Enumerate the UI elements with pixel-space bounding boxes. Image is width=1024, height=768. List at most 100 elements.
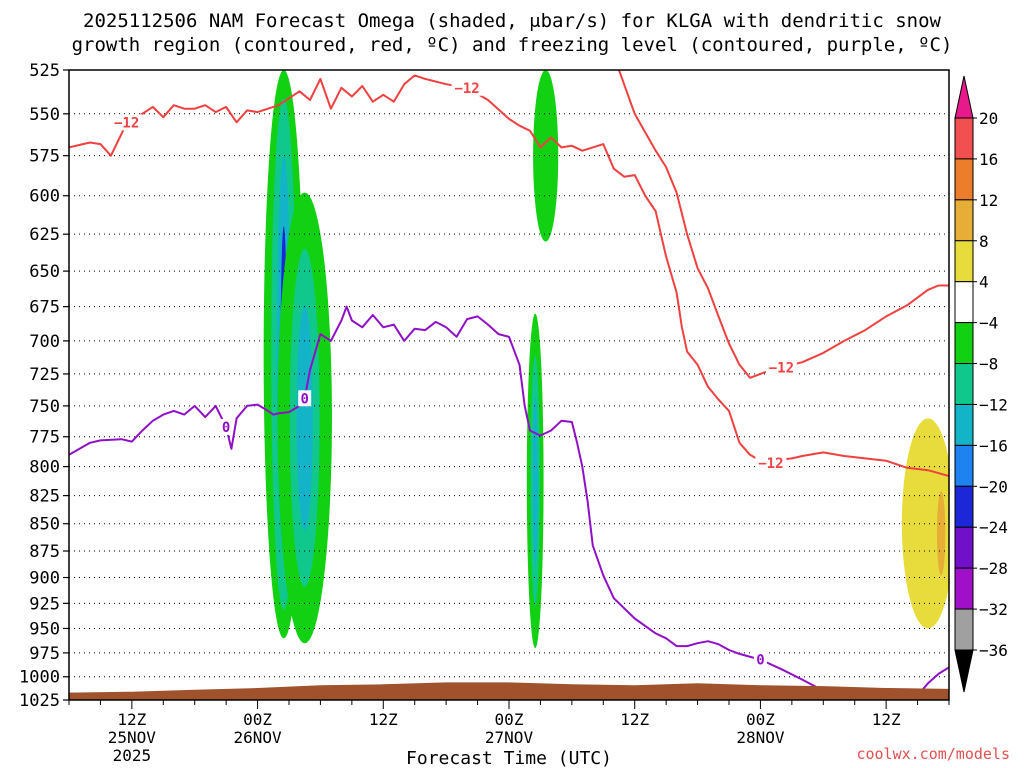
colorbar-label-3: 8	[979, 232, 989, 251]
contour-2	[618, 70, 949, 379]
y-tick-label-875: 875	[29, 542, 60, 562]
shading-5	[901, 418, 949, 629]
x-tick-label-66-1: 28NOV	[736, 728, 785, 747]
omega-region-inner	[296, 305, 313, 531]
colorbar: 20 16 12 8 4 −4 −8 −12 −16 −20 −24 −28 −32 −36	[954, 75, 1008, 693]
y-tick-label-625: 625	[29, 225, 60, 245]
chart-title-line-2: growth region (contoured, red, ºC) and f…	[71, 34, 953, 56]
contour-label-bg-3-0	[219, 418, 233, 435]
contour-1	[69, 74, 949, 477]
contour-label-3-2: 0	[756, 653, 764, 669]
omega-region-positive-core	[936, 491, 946, 576]
colorbar-label-2: 12	[979, 191, 998, 210]
y-tick-label-825: 825	[29, 487, 60, 507]
shading-3	[526, 313, 544, 649]
colorbar-label-12: −32	[979, 600, 1008, 619]
colorbar-swatch-8	[954, 444, 974, 487]
omega-region-inner	[532, 397, 538, 565]
colorbar-label-7: −12	[979, 395, 1008, 414]
y-tick-label-700: 700	[29, 332, 60, 352]
colorbar-label-13: −36	[979, 641, 1008, 660]
x-tick-label-6-0: 12Z	[117, 710, 146, 729]
x-tick-label-42-1: 27NOV	[485, 728, 534, 747]
shading-4	[533, 70, 559, 242]
omega-region-positive	[901, 418, 949, 629]
shading-2	[277, 192, 332, 644]
x-tick-label-18-0: 00Z	[243, 710, 272, 729]
contour-label-bg-2-0	[765, 359, 797, 376]
y-tick-label-925: 925	[29, 594, 60, 614]
gridlines	[69, 113, 949, 678]
colorbar-swatch-11	[954, 567, 974, 610]
x-tick-label-42-0: 00Z	[495, 710, 524, 729]
chart-title-line-1: 2025112506 NAM Forecast Omega (shaded, μ…	[83, 10, 941, 32]
contour-label-3-0: 0	[222, 420, 230, 436]
contour-label-bg-1-0	[111, 114, 143, 131]
colorbar-label-0: 20	[979, 109, 998, 128]
x-tick-label-54-0: 12Z	[620, 710, 649, 729]
colorbar-label-9: −20	[979, 477, 1008, 496]
colorbar-label-5: −4	[979, 314, 998, 333]
colorbar-swatch-0	[954, 117, 974, 160]
x-tick-label-30-0: 12Z	[369, 710, 398, 729]
y-tick-label-850: 850	[29, 515, 60, 535]
colorbar-swatch-3	[954, 240, 974, 283]
y-tick-label-725: 725	[29, 365, 60, 385]
credit-text: coolwx.com/models	[856, 745, 1010, 763]
terrain-surface	[69, 682, 949, 700]
contour-label-bg-3-2	[753, 651, 767, 668]
y-tick-label-525: 525	[29, 61, 60, 81]
x-tick-label-6-2: 2025	[113, 746, 152, 765]
colorbar-swatch-4	[954, 281, 974, 324]
x-tick-label-18-1: 26NOV	[233, 728, 282, 747]
colorbar-swatch-2	[954, 199, 974, 242]
contour-layer: −12 −12 −12 −12 0 0 0	[69, 70, 949, 700]
x-tick-label-6-1: 25NOV	[108, 728, 157, 747]
contour-label-bg-1-1	[451, 79, 483, 96]
colorbar-top-arrow	[954, 75, 974, 119]
x-tick-label-78-0: 12Z	[872, 710, 901, 729]
colorbar-bottom-arrow	[954, 649, 974, 693]
colorbar-swatch-10	[954, 526, 974, 569]
y-tick-label-900: 900	[29, 569, 60, 589]
y-tick-label-1025: 1025	[19, 691, 60, 711]
colorbar-label-1: 16	[979, 150, 998, 169]
contour-label-1-1: −12	[454, 81, 479, 97]
colorbar-label-8: −16	[979, 436, 1008, 455]
y-tick-label-675: 675	[29, 298, 60, 318]
x-tick-label-66-0: 00Z	[746, 710, 775, 729]
contour-3	[69, 305, 845, 700]
y-tick-label-950: 950	[29, 619, 60, 639]
colorbar-swatch-6	[954, 363, 974, 405]
contour-label-bg-3-1	[298, 390, 312, 407]
omega-shading	[263, 70, 949, 649]
y-tick-label-800: 800	[29, 458, 60, 478]
colorbar-swatch-1	[954, 158, 974, 201]
y-tick-label-1000: 1000	[19, 668, 60, 688]
colorbar-swatch-5	[954, 322, 974, 365]
colorbar-label-11: −28	[979, 559, 1008, 578]
y-tick-label-600: 600	[29, 187, 60, 207]
y-tick-label-750: 750	[29, 397, 60, 417]
omega-region	[533, 70, 559, 242]
y-tick-label-550: 550	[29, 105, 60, 125]
y-tick-label-575: 575	[29, 147, 60, 167]
y-axis: 525 550 575 600 625 650 675 700 725 750 775 800 825 8…	[19, 61, 69, 711]
terrain-layer	[69, 682, 949, 700]
contour-label-2-0: −12	[769, 360, 794, 376]
y-tick-label-775: 775	[29, 428, 60, 448]
contour-label-1-2: −12	[758, 456, 783, 472]
contour-label-3-1: 0	[300, 391, 308, 407]
colorbar-swatch-9	[954, 485, 974, 528]
contour-label-1-0: −12	[114, 115, 139, 131]
colorbar-label-6: −8	[979, 355, 998, 374]
plot-area	[69, 70, 949, 700]
colorbar-swatch-12	[954, 608, 974, 651]
x-axis-label: Forecast Time (UTC)	[406, 748, 612, 768]
colorbar-label-4: 4	[979, 273, 989, 292]
y-tick-label-975: 975	[29, 644, 60, 664]
colorbar-label-10: −24	[979, 518, 1008, 537]
colorbar-swatch-7	[954, 403, 974, 446]
